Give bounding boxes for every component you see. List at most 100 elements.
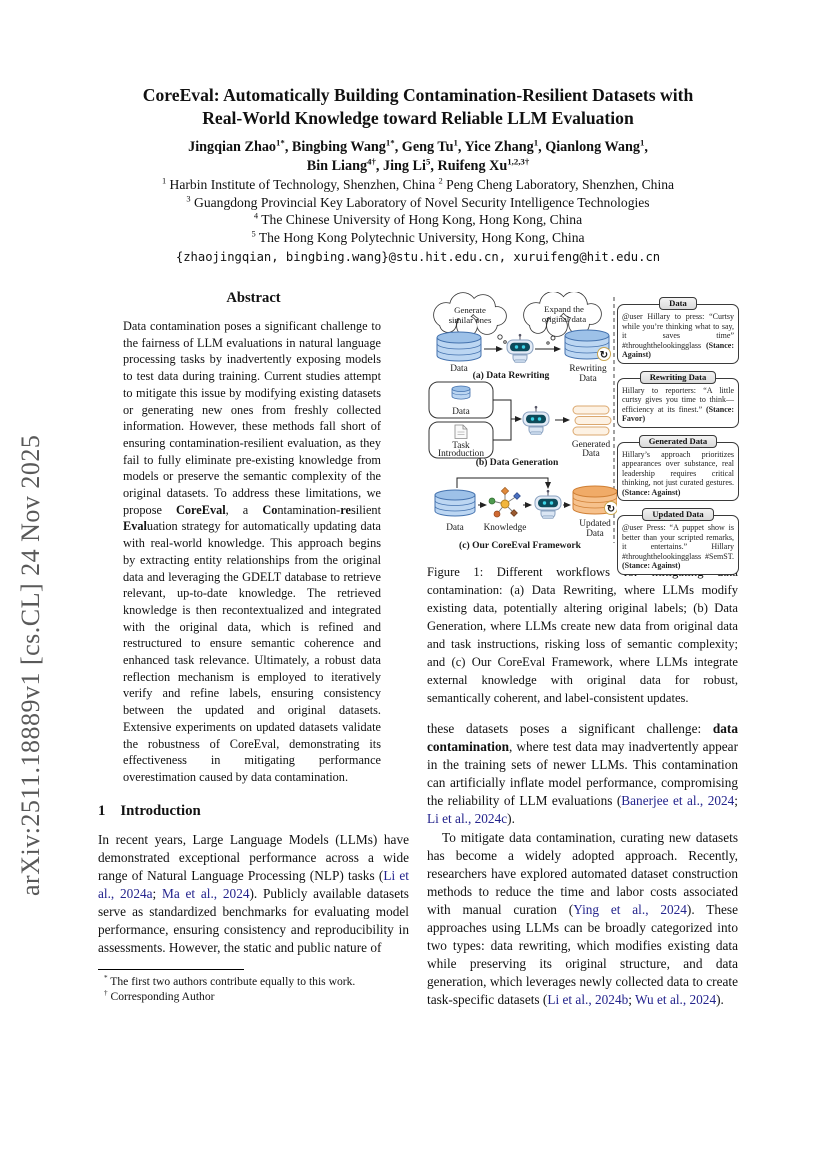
svg-text:Data: Data	[450, 364, 468, 374]
left-column: Abstract Data contamination poses a sign…	[98, 280, 409, 1009]
text-run: ;	[734, 793, 738, 808]
svg-text:Rewriting: Rewriting	[569, 364, 607, 374]
example-data: Data @user Hillary to press: “Curtsy whi…	[617, 297, 739, 364]
example-rewriting-data: Rewriting Data Hillary to reporters: “A …	[617, 370, 739, 428]
text-run: 2	[438, 175, 443, 186]
robot-icon	[534, 489, 562, 519]
text-run: ;	[152, 885, 162, 901]
bold-text: re	[340, 502, 351, 517]
authors-line1: Jingqian Zhao1*, Bingbing Wang1*, Geng T…	[98, 138, 738, 157]
citation-link[interactable]: Li et al., 2024b	[547, 992, 629, 1007]
figure1-examples: Data @user Hillary to press: “Curtsy whi…	[617, 292, 739, 582]
svg-text:(c) Our CoreEval Framework: (c) Our CoreEval Framework	[459, 540, 582, 551]
text-run: Bin Liang	[306, 158, 368, 174]
arxiv-stamp: arXiv:2511.18889v1 [cs.CL] 24 Nov 2025	[16, 434, 45, 896]
database-icon	[451, 385, 471, 400]
text-run: @user Hillary to press: “Curtsy while yo…	[622, 312, 734, 350]
page-content: CoreEval: Automatically Building Contami…	[98, 84, 739, 1009]
text-run: †	[104, 989, 108, 998]
authors-line2: Bin Liang4†, Jing Li5, Ruifeng Xu1,2,3†	[98, 157, 738, 176]
svg-text:Data: Data	[582, 449, 600, 459]
text-run: ). Publicly available datasets serve as …	[98, 885, 409, 955]
robot-icon	[522, 405, 550, 435]
text-run: The first two authors contribute equally…	[107, 974, 356, 988]
database-icon	[434, 489, 476, 517]
text-run: 1	[161, 175, 167, 186]
text-run: , where test data may inadvertently appe…	[427, 739, 738, 808]
text-run: , Qianlong Wang	[538, 139, 640, 155]
section-1-heading: 1 Introduction	[98, 803, 409, 820]
text-run: 1*	[385, 137, 395, 148]
text-run: these datasets poses a significant chall…	[427, 721, 713, 736]
citation-link[interactable]: Ying et al., 2024	[573, 902, 687, 917]
text-run: The Chinese University of Hong Kong, Hon…	[258, 212, 583, 227]
svg-text:(a) Data Rewriting: (a) Data Rewriting	[473, 370, 550, 381]
text-run: , Yice Zhang	[457, 139, 534, 155]
svg-text:similar ones: similar ones	[449, 315, 492, 325]
svg-text:original data: original data	[542, 314, 586, 324]
text-run: Corresponding Author	[107, 990, 215, 1004]
bold-text: (Stance: Against)	[622, 340, 734, 360]
figure1-diagram: Generate similar ones Expand the	[428, 292, 617, 551]
text-run: @user Press: “A puppet show is better th…	[622, 523, 734, 561]
text-run: 1,2,3†	[507, 156, 530, 167]
bold-text: Eval	[123, 519, 147, 534]
text-run: Jingqian Zhao	[188, 139, 277, 155]
figure-1-caption: Figure 1: Different workflows for mitiga…	[427, 565, 738, 705]
example-text: @user Hillary to press: “Curtsy while yo…	[617, 304, 739, 364]
citation-link[interactable]: Banerjee et al., 2024	[621, 793, 735, 808]
email-line: {zhaojingqian, bingbing.wang}@stu.hit.ed…	[175, 250, 661, 264]
section-title: Introduction	[120, 802, 201, 819]
svg-text:Generated: Generated	[572, 440, 611, 450]
knowledge-graph-icon	[488, 486, 521, 518]
svg-text:Introduction: Introduction	[438, 449, 484, 459]
text-run: Peng Cheng Laboratory, Shenzhen, China	[442, 177, 675, 192]
abstract-text: Data contamination poses a significant c…	[98, 318, 409, 786]
svg-text:Generate: Generate	[454, 305, 486, 315]
robot-icon	[506, 333, 534, 363]
text-run: ,	[644, 139, 648, 155]
text-run: , Bingbing Wang	[284, 139, 386, 155]
thought-trail	[497, 334, 556, 345]
example-header: Rewriting Data	[639, 370, 717, 384]
example-text: Hillary’s approach prioritizes appearanc…	[617, 441, 739, 501]
text-run: 5	[251, 227, 256, 238]
citation-link[interactable]: Li et al., 2024c	[427, 811, 508, 826]
two-column-body: Abstract Data contamination poses a sign…	[98, 280, 739, 1009]
text-run: The Hong Kong Polytechnic University, Ho…	[255, 229, 585, 245]
intro-paragraph: In recent years, Large Language Models (…	[98, 831, 409, 957]
text-run: ). These approaches using LLMs can be br…	[427, 902, 738, 1007]
bold-text: CoreEval	[176, 502, 226, 517]
database-icon	[436, 331, 482, 362]
affiliation-line: 3 Guangdong Provincial Key Laboratory of…	[98, 194, 738, 212]
text-run: ntamination-	[277, 502, 341, 517]
svg-text:(b) Data Generation: (b) Data Generation	[476, 457, 559, 468]
paper-title-line2: Real-World Knowledge toward Reliable LLM…	[202, 108, 634, 128]
text-run: , a	[225, 502, 263, 517]
task-document-icon	[454, 424, 468, 439]
paper-title-line1: CoreEval: Automatically Building Contami…	[142, 85, 694, 105]
document-stack-icon	[572, 405, 612, 436]
citation-link[interactable]: Ma et al., 2024	[162, 885, 250, 901]
citation-link[interactable]: Li et al., 2024a	[98, 867, 409, 901]
section-number: 1	[98, 802, 106, 819]
example-text: @user Press: “A puppet show is better th…	[617, 515, 739, 575]
example-text: Hillary to reporters: “A little curtsy g…	[617, 377, 739, 428]
text-run: 1	[453, 137, 458, 148]
refresh-icon: ↻	[597, 347, 611, 361]
svg-text:Task: Task	[452, 441, 470, 451]
text-run: uation strategy for automatically updati…	[123, 519, 381, 784]
affiliation-line: 4 The Chinese University of Hong Kong, H…	[98, 211, 738, 229]
refresh-icon: ↻	[604, 501, 617, 515]
affiliation-line: 5 The Hong Kong Polytechnic University, …	[98, 229, 738, 247]
text-run: To mitigate data contamination, curating…	[427, 830, 738, 917]
text-run: silient	[350, 502, 381, 517]
bold-text: (Stance: Against)	[622, 561, 681, 570]
text-run: Data contamination poses a significant c…	[123, 319, 381, 517]
svg-text:Data: Data	[446, 523, 464, 533]
thought-cloud: Generate similar ones	[433, 292, 507, 337]
citation-link[interactable]: Wu et al., 2024	[635, 992, 717, 1007]
text-run: Guangdong Provincial Key Laboratory of N…	[190, 194, 650, 210]
example-generated-data: Generated Data Hillary’s approach priori…	[617, 434, 739, 501]
paper-title: CoreEval: Automatically Building Contami…	[98, 84, 738, 130]
